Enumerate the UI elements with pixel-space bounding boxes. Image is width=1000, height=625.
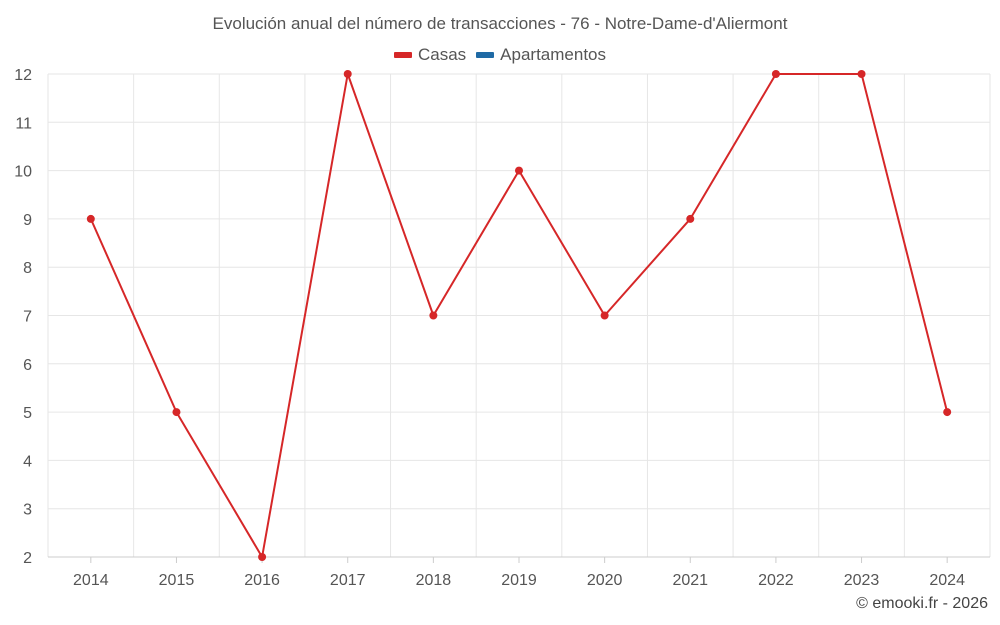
- data-point: [857, 70, 866, 78]
- legend-swatch-casas: [393, 52, 412, 58]
- x-tick-label: 2015: [159, 572, 195, 589]
- x-tick-label: 2016: [244, 572, 280, 589]
- x-tick-label: 2019: [501, 572, 537, 589]
- data-point: [686, 214, 695, 223]
- chart-legend: Casas Apartamentos: [0, 45, 1000, 65]
- data-point: [771, 70, 780, 78]
- y-tick-label: 11: [15, 115, 32, 132]
- y-tick-label: 5: [23, 405, 32, 422]
- data-point: [515, 166, 523, 175]
- x-tick-label: 2023: [844, 572, 880, 589]
- x-tick-label: 2022: [758, 572, 794, 589]
- legend-label-casas: Casas: [417, 45, 467, 64]
- y-tick-label: 7: [23, 309, 32, 326]
- credit-text: © emooki.fr - 2026: [856, 595, 988, 612]
- x-tick-label: 2021: [672, 572, 708, 589]
- data-point: [943, 408, 952, 417]
- x-tick-label: 2020: [587, 572, 623, 589]
- x-tick-label: 2018: [416, 572, 452, 589]
- y-tick-label: 9: [23, 212, 32, 229]
- x-tick-label: 2014: [73, 572, 109, 589]
- data-point: [600, 311, 609, 320]
- y-tick-label: 4: [23, 453, 32, 470]
- y-tick-label: 2: [23, 550, 32, 567]
- x-tick-label: 2024: [929, 572, 965, 589]
- y-tick-label: 3: [23, 502, 32, 519]
- data-point: [172, 408, 181, 417]
- y-tick-label: 6: [23, 357, 32, 374]
- y-tick-label: 8: [23, 260, 32, 277]
- legend-label-apartamentos: Apartamentos: [500, 45, 607, 64]
- data-point: [429, 311, 438, 320]
- y-tick-label: 10: [14, 164, 32, 181]
- x-tick-label: 2017: [330, 572, 366, 589]
- chart-title: Evolución anual del número de transaccio…: [212, 14, 788, 33]
- legend-item-casas[interactable]: Casas: [393, 45, 467, 65]
- data-point: [258, 553, 267, 561]
- legend-swatch-apartamentos: [476, 52, 495, 58]
- y-tick-label: 12: [14, 67, 32, 84]
- data-point: [343, 70, 352, 78]
- data-point: [86, 214, 95, 223]
- legend-item-apartamentos[interactable]: Apartamentos: [476, 45, 606, 65]
